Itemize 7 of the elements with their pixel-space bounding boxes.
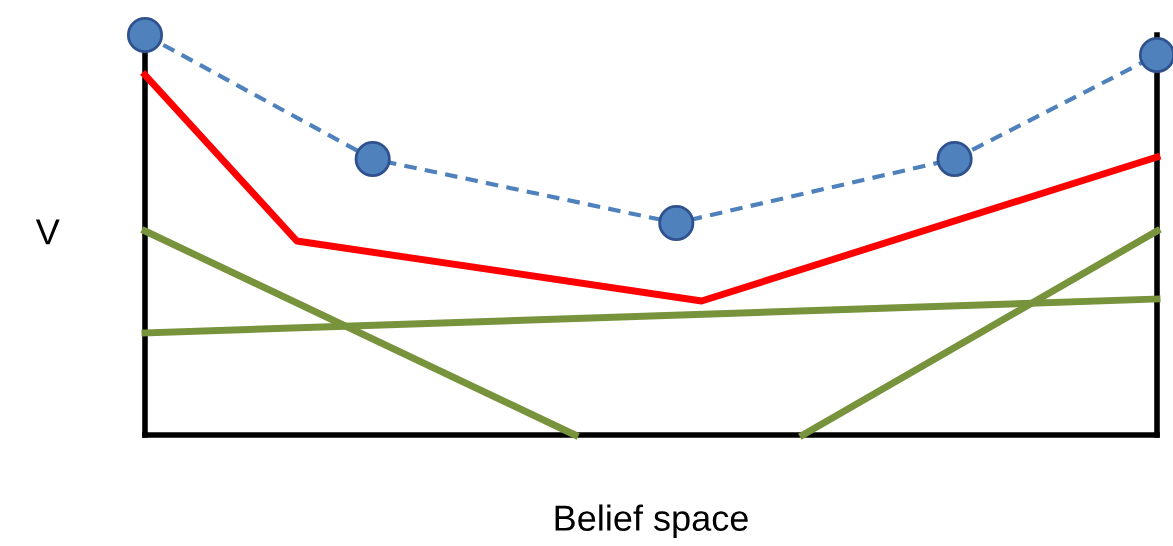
y-axis-title: V <box>35 219 60 245</box>
point <box>1138 36 1173 74</box>
point <box>354 140 391 178</box>
point <box>658 204 695 242</box>
x-axis-title: Belief space <box>555 504 748 539</box>
point <box>126 16 164 54</box>
point <box>936 140 973 178</box>
